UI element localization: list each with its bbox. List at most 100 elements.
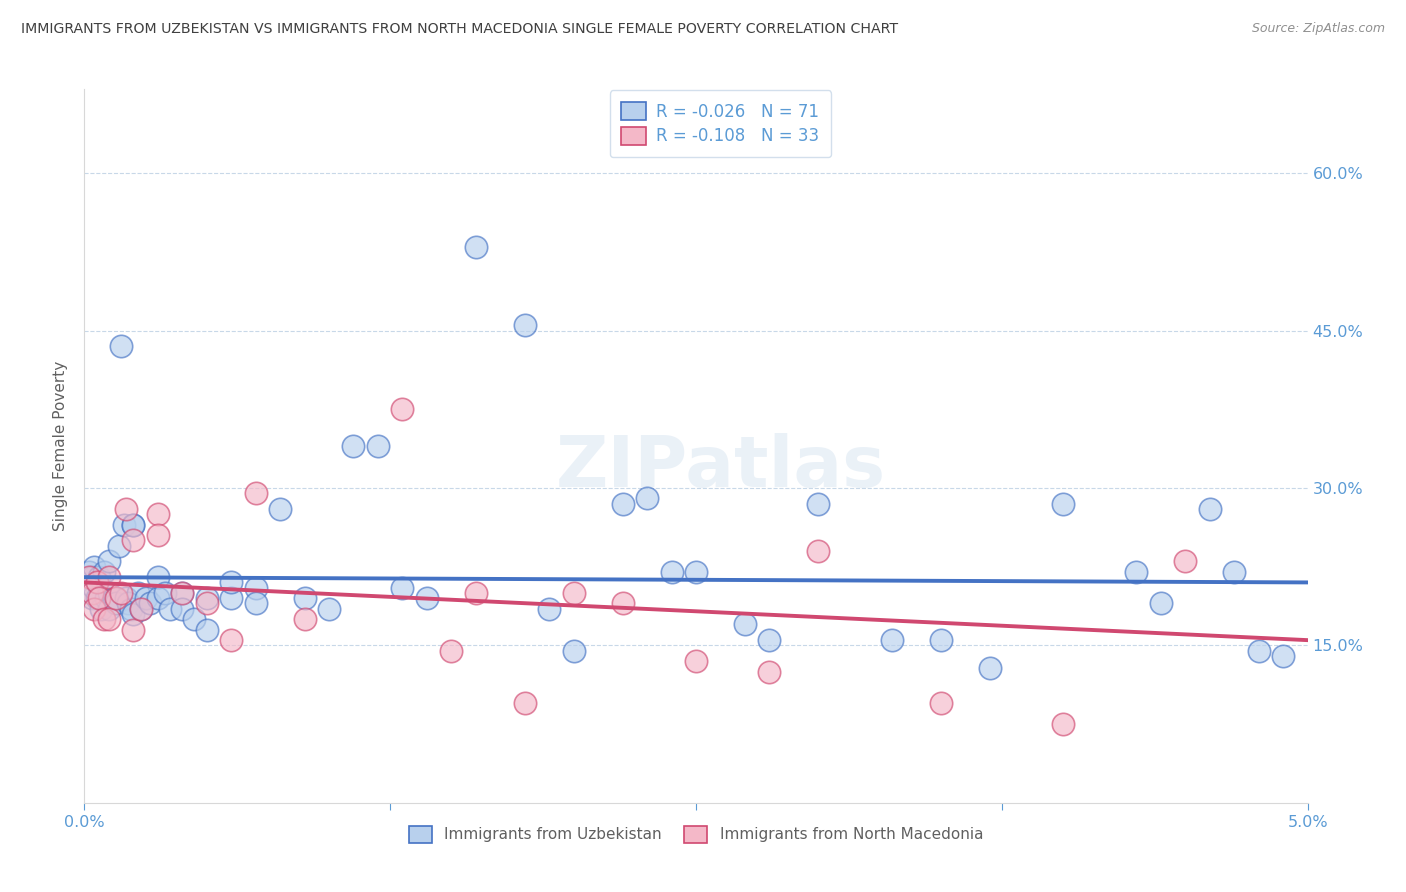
- Point: [1150, 596, 1173, 610]
- Point: [880, 633, 903, 648]
- Point: [636, 491, 658, 506]
- Point: [139, 596, 162, 610]
- Point: [440, 643, 463, 657]
- Point: [105, 591, 128, 606]
- Point: [1272, 648, 1295, 663]
- Point: [122, 517, 145, 532]
- Point: [391, 581, 413, 595]
- Point: [245, 581, 267, 595]
- Point: [562, 586, 585, 600]
- Point: [146, 570, 169, 584]
- Text: ZIPatlas: ZIPatlas: [555, 433, 886, 502]
- Point: [112, 517, 135, 532]
- Point: [90, 601, 112, 615]
- Point: [80, 570, 103, 584]
- Point: [172, 601, 194, 615]
- Point: [159, 601, 181, 615]
- Point: [115, 591, 138, 606]
- Point: [513, 318, 536, 333]
- Point: [80, 591, 103, 606]
- Point: [122, 623, 145, 637]
- Point: [146, 591, 169, 606]
- Point: [86, 575, 108, 590]
- Point: [129, 601, 152, 615]
- Point: [146, 507, 169, 521]
- Point: [87, 570, 110, 584]
- Point: [1247, 643, 1270, 657]
- Point: [195, 596, 218, 610]
- Point: [758, 633, 780, 648]
- Point: [318, 601, 340, 615]
- Point: [96, 591, 118, 606]
- Point: [97, 612, 120, 626]
- Point: [127, 586, 149, 600]
- Point: [734, 617, 756, 632]
- Point: [219, 575, 242, 590]
- Point: [83, 601, 105, 615]
- Point: [612, 596, 634, 610]
- Point: [195, 591, 218, 606]
- Point: [183, 612, 205, 626]
- Point: [979, 661, 1001, 675]
- Point: [122, 533, 145, 548]
- Y-axis label: Single Female Poverty: Single Female Poverty: [52, 361, 67, 531]
- Point: [219, 591, 242, 606]
- Point: [538, 601, 561, 615]
- Point: [562, 643, 585, 657]
- Point: [93, 565, 115, 579]
- Point: [1125, 565, 1147, 579]
- Point: [464, 239, 486, 253]
- Point: [245, 486, 267, 500]
- Point: [110, 339, 132, 353]
- Point: [97, 601, 120, 615]
- Point: [83, 581, 105, 595]
- Point: [367, 439, 389, 453]
- Point: [464, 586, 486, 600]
- Point: [97, 586, 120, 600]
- Point: [269, 502, 291, 516]
- Point: [391, 402, 413, 417]
- Point: [135, 591, 157, 606]
- Point: [86, 575, 108, 590]
- Point: [105, 591, 128, 606]
- Point: [929, 696, 952, 710]
- Point: [1052, 497, 1074, 511]
- Point: [416, 591, 439, 606]
- Point: [117, 596, 139, 610]
- Point: [129, 601, 152, 615]
- Point: [172, 586, 194, 600]
- Point: [294, 612, 316, 626]
- Point: [245, 596, 267, 610]
- Legend: Immigrants from Uzbekistan, Immigrants from North Macedonia: Immigrants from Uzbekistan, Immigrants f…: [402, 820, 990, 848]
- Point: [172, 586, 194, 600]
- Text: Source: ZipAtlas.com: Source: ZipAtlas.com: [1251, 22, 1385, 36]
- Point: [122, 607, 145, 621]
- Point: [1223, 565, 1246, 579]
- Point: [77, 570, 100, 584]
- Point: [93, 612, 115, 626]
- Point: [153, 586, 176, 600]
- Point: [758, 665, 780, 679]
- Point: [115, 502, 138, 516]
- Point: [294, 591, 316, 606]
- Point: [77, 565, 100, 579]
- Point: [110, 586, 132, 600]
- Point: [342, 439, 364, 453]
- Point: [146, 528, 169, 542]
- Point: [219, 633, 242, 648]
- Point: [661, 565, 683, 579]
- Point: [86, 591, 108, 606]
- Point: [1052, 717, 1074, 731]
- Point: [685, 654, 707, 668]
- Point: [83, 559, 105, 574]
- Point: [1198, 502, 1220, 516]
- Point: [195, 623, 218, 637]
- Point: [87, 591, 110, 606]
- Point: [80, 586, 103, 600]
- Text: IMMIGRANTS FROM UZBEKISTAN VS IMMIGRANTS FROM NORTH MACEDONIA SINGLE FEMALE POVE: IMMIGRANTS FROM UZBEKISTAN VS IMMIGRANTS…: [21, 22, 898, 37]
- Point: [120, 601, 142, 615]
- Point: [122, 517, 145, 532]
- Point: [612, 497, 634, 511]
- Point: [685, 565, 707, 579]
- Point: [103, 591, 125, 606]
